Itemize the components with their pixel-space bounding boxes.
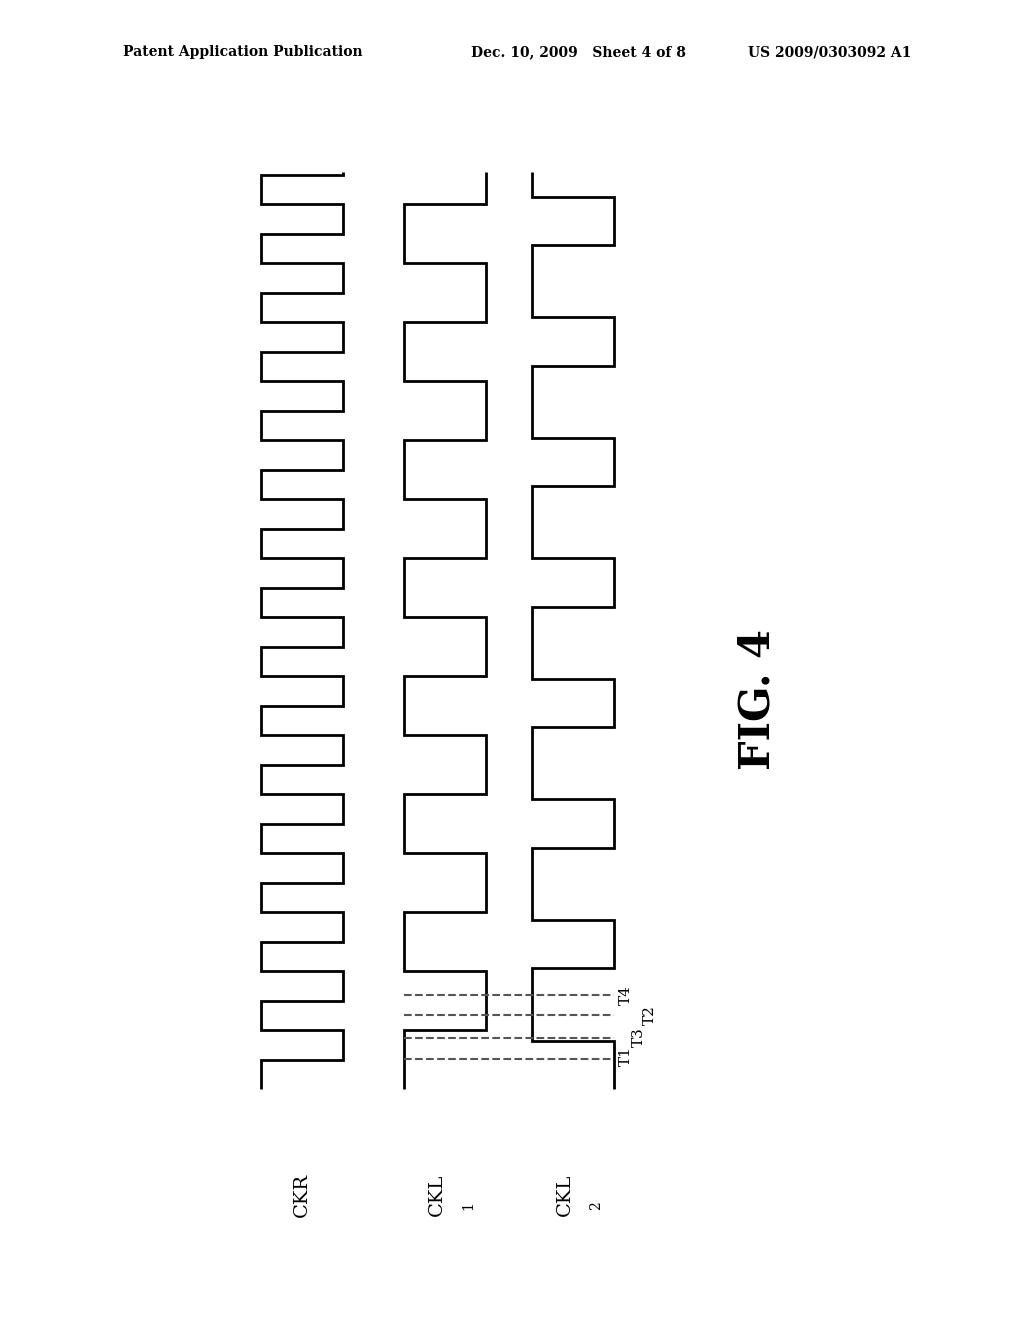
Text: US 2009/0303092 A1: US 2009/0303092 A1: [748, 45, 911, 59]
Text: 2: 2: [589, 1201, 603, 1209]
Text: Patent Application Publication: Patent Application Publication: [123, 45, 362, 59]
Text: CKL: CKL: [428, 1173, 446, 1216]
Text: FIG. 4: FIG. 4: [736, 630, 779, 770]
Text: T3: T3: [632, 1028, 646, 1047]
Text: T1: T1: [618, 1045, 633, 1067]
Text: CKL: CKL: [556, 1173, 574, 1216]
Text: T4: T4: [618, 985, 633, 1006]
Text: 1: 1: [461, 1201, 475, 1209]
Text: T2: T2: [643, 1005, 657, 1026]
Text: Dec. 10, 2009   Sheet 4 of 8: Dec. 10, 2009 Sheet 4 of 8: [471, 45, 686, 59]
Text: CKR: CKR: [293, 1172, 311, 1217]
